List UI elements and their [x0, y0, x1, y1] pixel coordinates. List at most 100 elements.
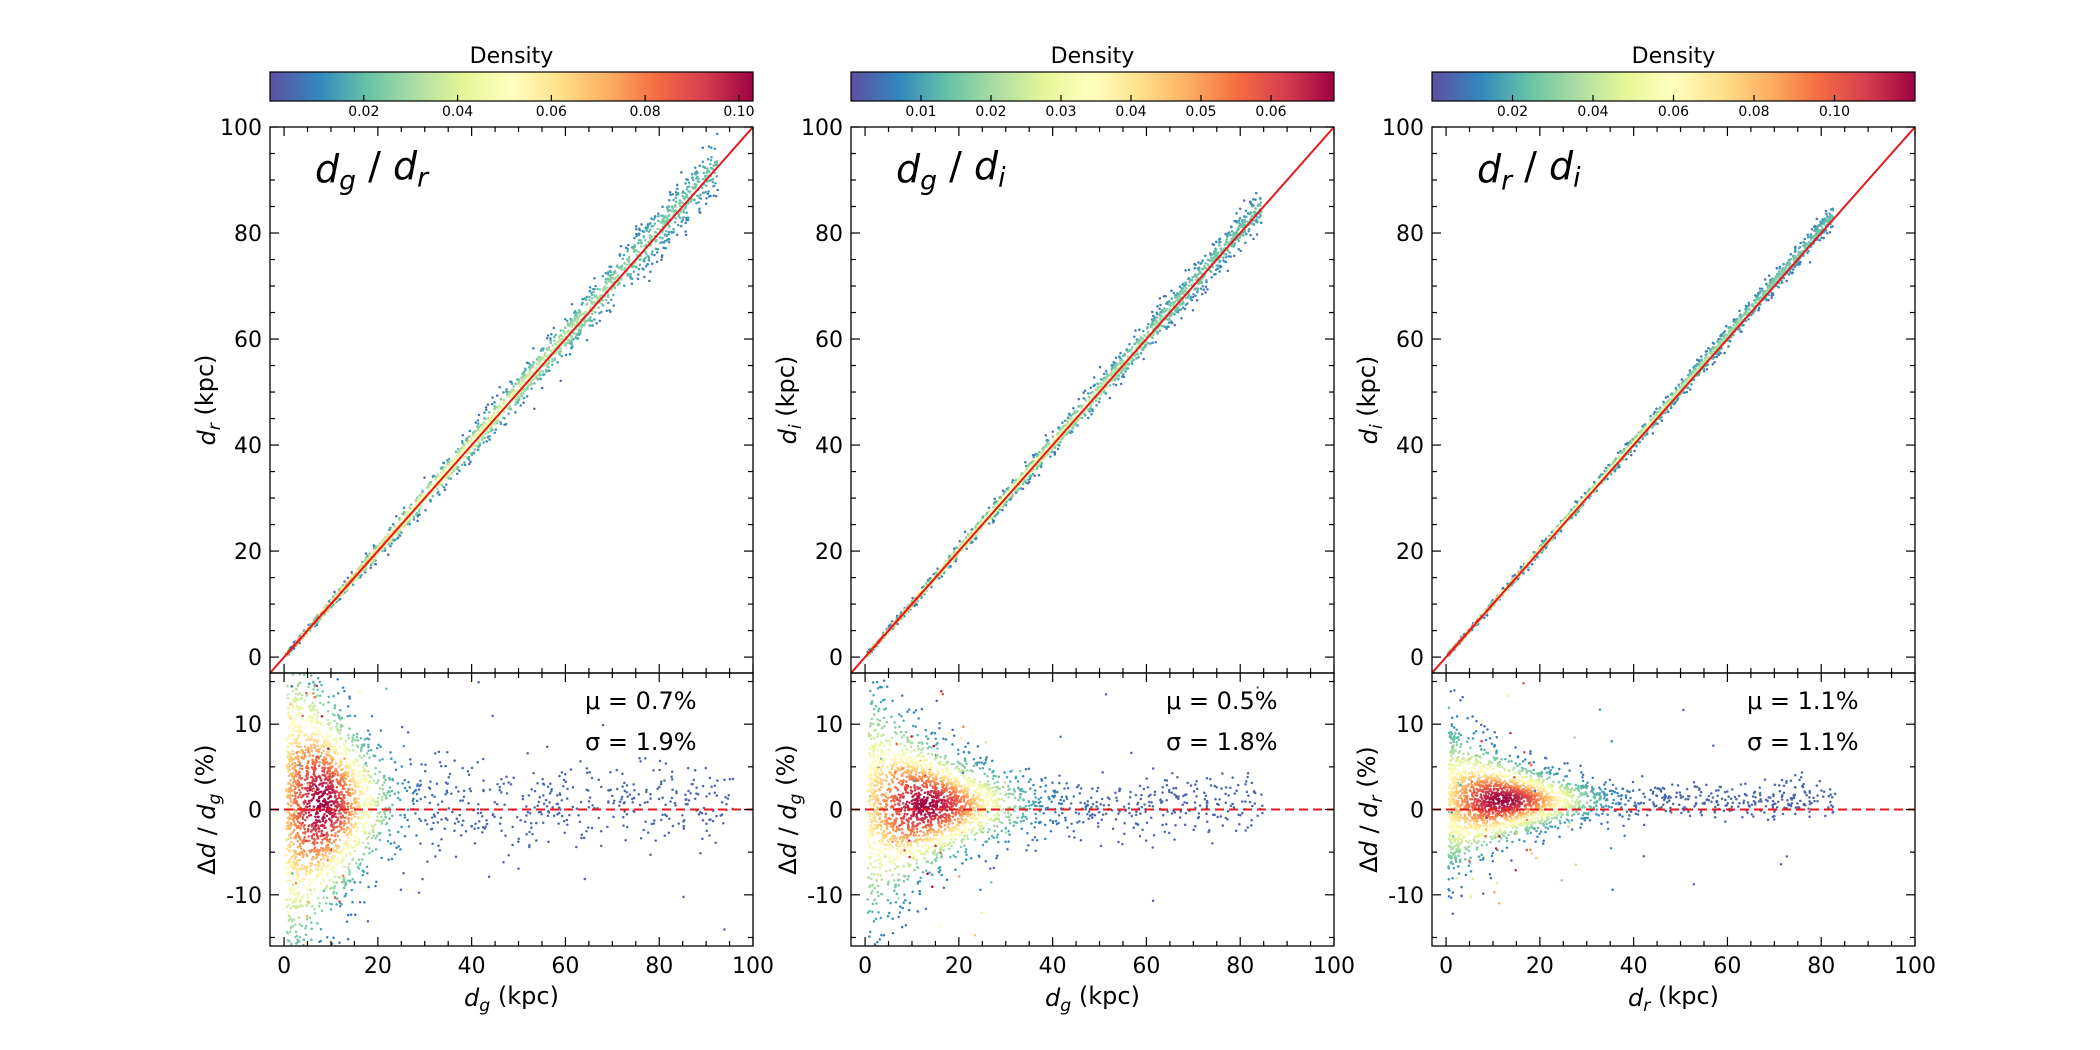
- data-point: [486, 436, 490, 439]
- residual-point: [388, 786, 392, 789]
- residual-point: [430, 816, 434, 819]
- data-point: [665, 206, 669, 209]
- residual-point: [313, 888, 316, 891]
- data-point: [711, 180, 715, 184]
- residual-point: [291, 720, 294, 723]
- data-point: [532, 361, 535, 365]
- data-point: [485, 440, 488, 443]
- residual-point: [661, 796, 664, 800]
- residual-point: [346, 772, 349, 775]
- residual-point: [365, 796, 369, 800]
- residual-point: [415, 799, 419, 803]
- data-point: [679, 225, 683, 228]
- residual-point: [402, 744, 406, 748]
- residual-point: [357, 816, 360, 820]
- residual-point: [390, 757, 393, 760]
- residual-point: [340, 776, 343, 779]
- residual-point: [301, 877, 305, 881]
- residual-point: [400, 725, 404, 729]
- residual-point: [329, 887, 332, 890]
- data-point: [660, 221, 664, 224]
- residual-point: [297, 893, 300, 896]
- data-point: [702, 171, 706, 175]
- residual-point: [295, 949, 298, 952]
- residual-point: [296, 803, 300, 807]
- residual-point: [345, 920, 349, 923]
- data-point: [588, 286, 592, 289]
- data-point: [436, 477, 439, 481]
- residual-point: [313, 850, 317, 853]
- data-point: [535, 376, 538, 379]
- residual-point: [297, 735, 300, 738]
- residual-point: [316, 733, 319, 736]
- data-point: [359, 575, 362, 579]
- residual-point: [381, 757, 384, 761]
- data-point: [402, 506, 406, 510]
- data-point: [528, 368, 532, 372]
- residual-point: [330, 771, 334, 775]
- residual-point: [342, 886, 346, 890]
- residual-point: [331, 814, 334, 817]
- residual-point: [347, 816, 350, 820]
- data-point: [473, 448, 477, 451]
- residual-point: [306, 650, 309, 653]
- data-point: [539, 373, 542, 377]
- residual-point: [321, 875, 324, 878]
- residual-point: [504, 834, 507, 837]
- data-point: [523, 373, 527, 377]
- data-point: [686, 196, 690, 199]
- data-point: [607, 280, 610, 283]
- data-point: [442, 486, 446, 489]
- residual-point: [335, 778, 338, 781]
- residual-point: [343, 802, 346, 805]
- data-point: [415, 511, 419, 515]
- residual-point: [536, 782, 539, 785]
- residual-point: [367, 770, 370, 773]
- residual-point: [313, 912, 317, 915]
- data-point: [700, 186, 704, 190]
- residual-point: [349, 764, 352, 768]
- residual-point: [444, 764, 447, 768]
- residual-point: [476, 811, 480, 815]
- data-point: [521, 378, 525, 381]
- residual-point: [328, 838, 332, 841]
- data-point: [495, 411, 498, 414]
- data-point: [421, 495, 424, 498]
- data-point: [667, 233, 670, 236]
- residual-point: [353, 822, 357, 825]
- data-point: [395, 515, 398, 518]
- residual-point: [575, 807, 579, 810]
- residual-point: [424, 763, 427, 766]
- residual-point: [297, 975, 300, 978]
- data-point: [522, 396, 526, 400]
- residual-point: [371, 849, 374, 853]
- data-point: [694, 177, 698, 180]
- residual-point: [294, 836, 298, 839]
- data-point: [498, 385, 501, 389]
- residual-point: [306, 748, 310, 751]
- residual-point: [312, 788, 315, 792]
- data-point: [672, 198, 675, 202]
- residual-point: [313, 783, 316, 786]
- residual-point: [637, 793, 641, 796]
- residual-point: [357, 840, 360, 844]
- residual-point: [354, 739, 357, 742]
- data-point: [409, 503, 413, 506]
- residual-point: [550, 787, 553, 791]
- residual-point: [371, 797, 374, 801]
- residual-point: [597, 816, 601, 820]
- data-point: [485, 408, 488, 411]
- data-point: [698, 164, 702, 168]
- data-point: [503, 399, 506, 403]
- data-point: [713, 147, 717, 151]
- residual-point: [353, 772, 356, 776]
- residual-point: [481, 825, 485, 829]
- data-point: [538, 358, 542, 362]
- residual-point: [287, 817, 291, 821]
- residual-point: [575, 845, 578, 849]
- residual-point: [336, 818, 340, 821]
- residual-point: [313, 745, 317, 749]
- residual-point: [296, 839, 299, 843]
- residual-point: [652, 822, 656, 825]
- data-point: [671, 205, 674, 208]
